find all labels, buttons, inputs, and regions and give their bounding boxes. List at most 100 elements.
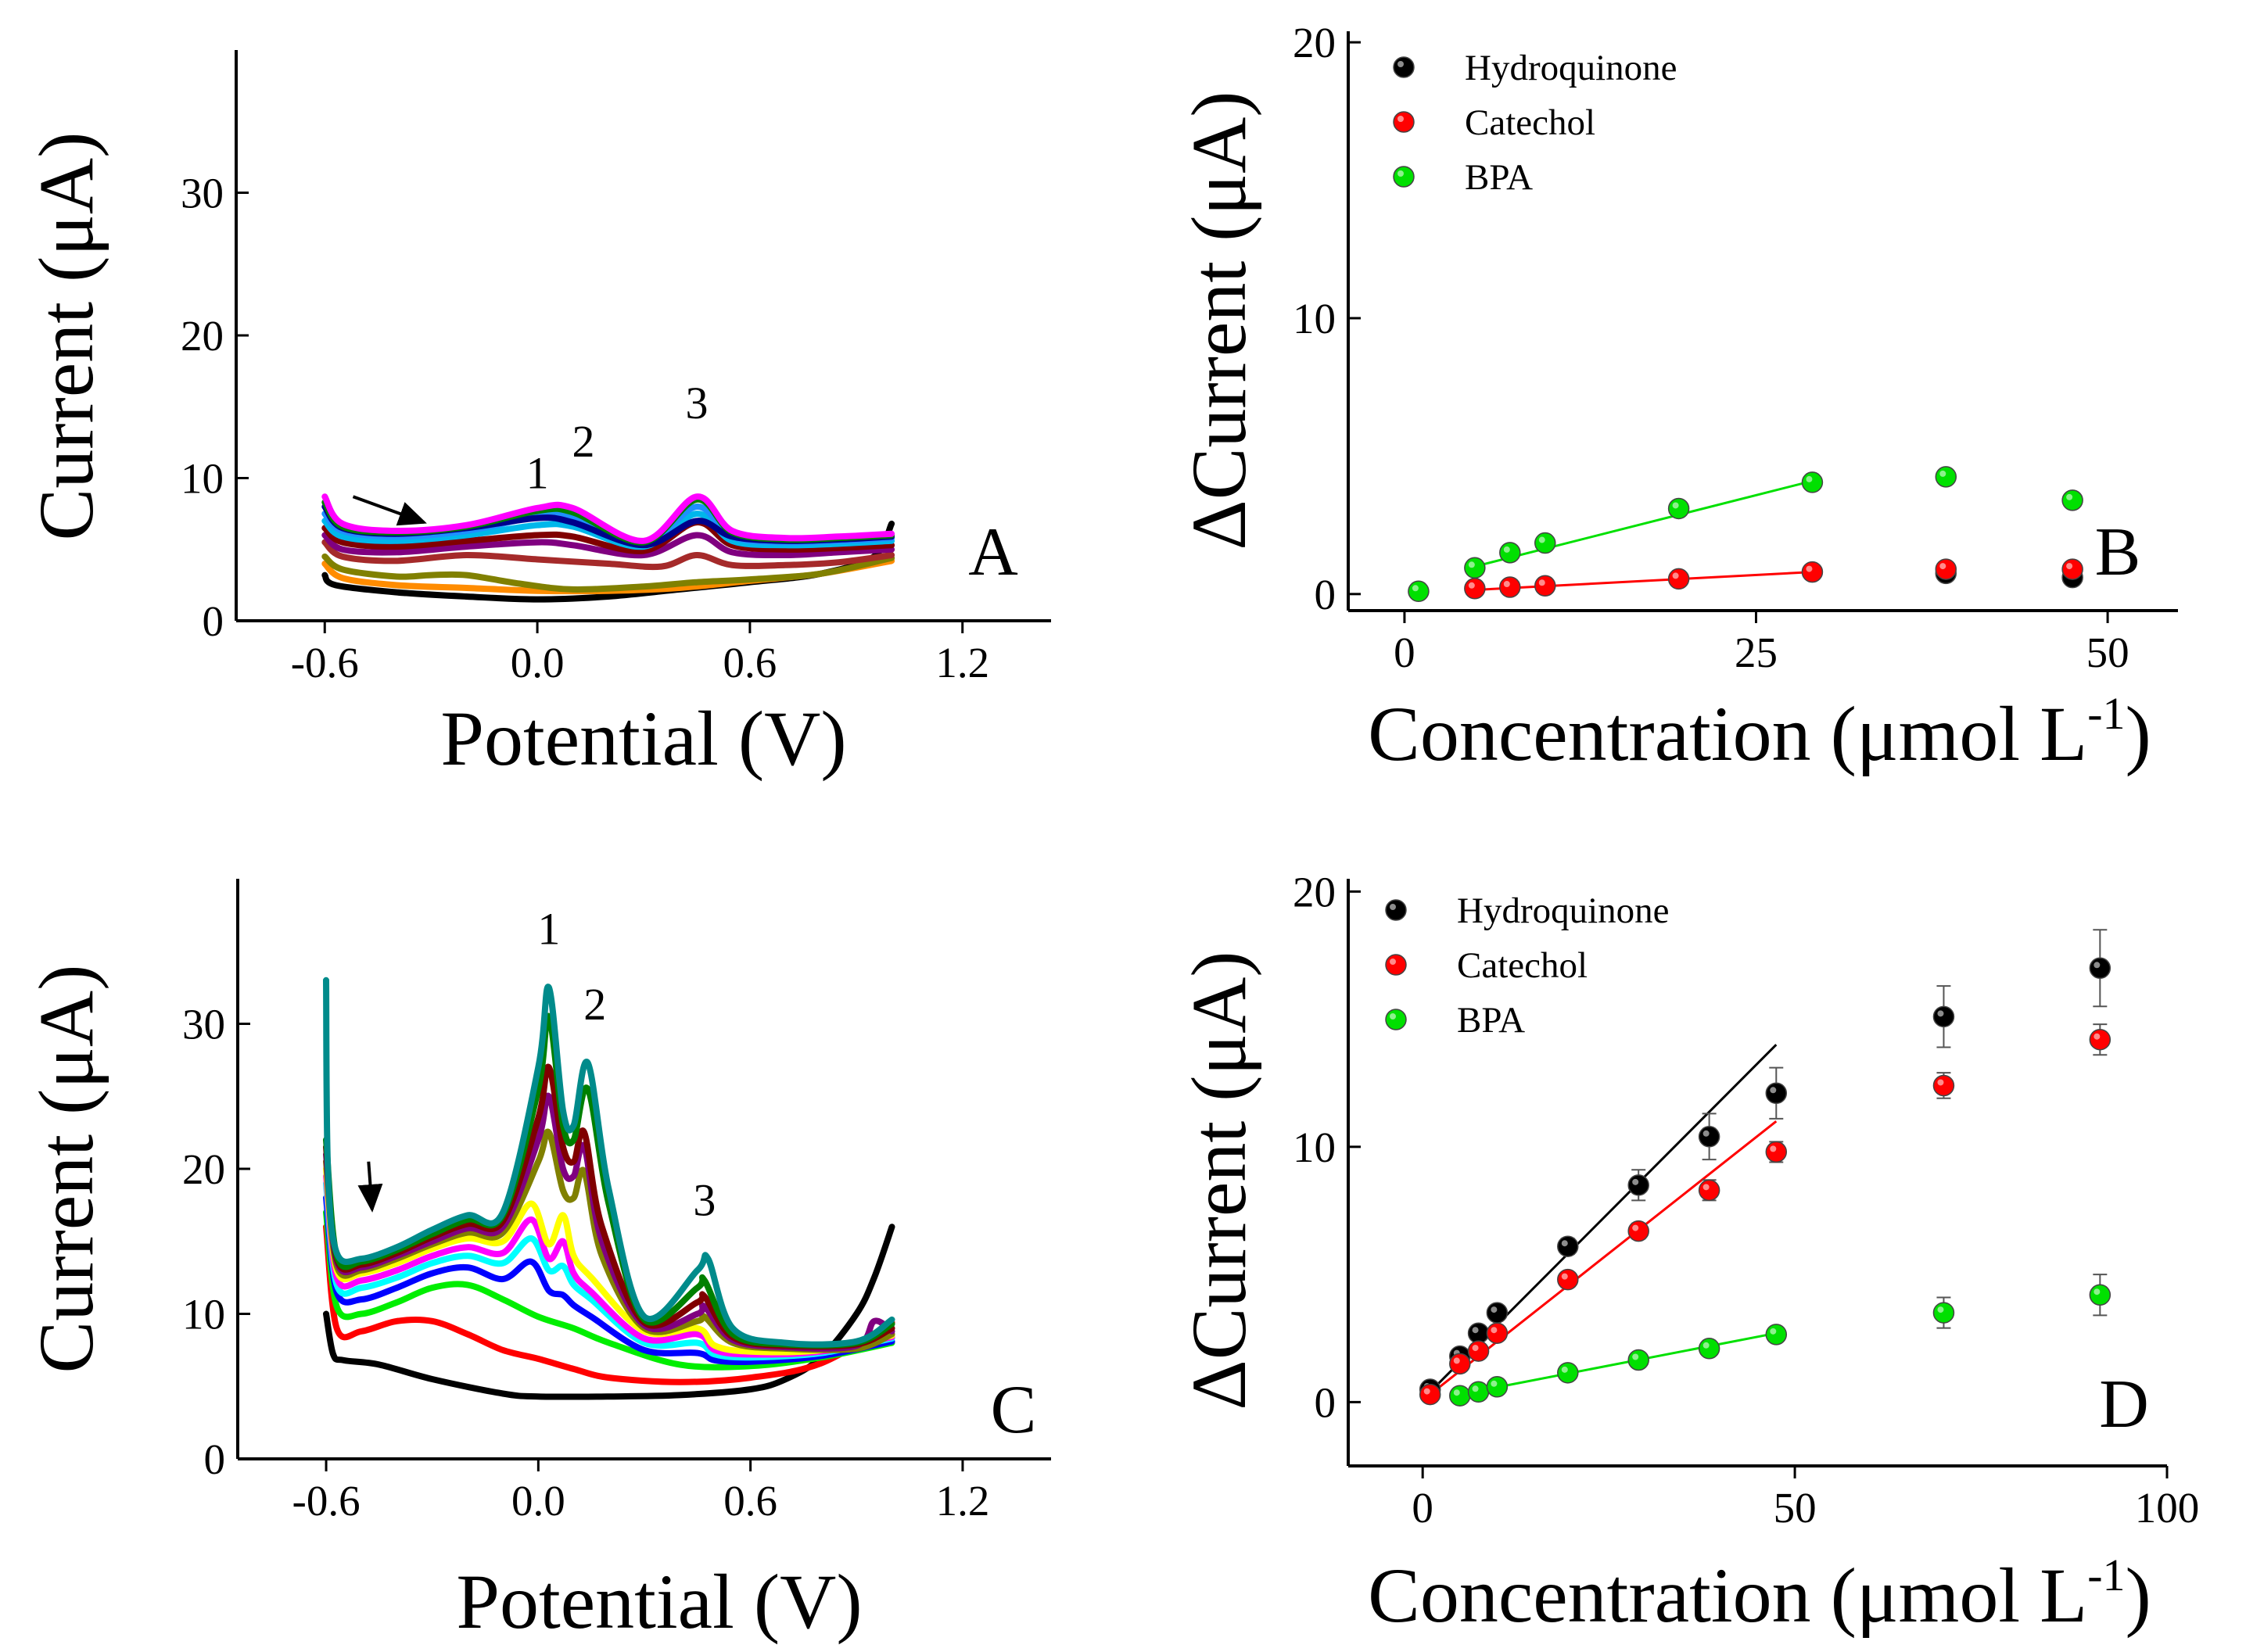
panel-b-x-label-sup: -1 — [2087, 688, 2125, 739]
panel-b-point-highlight — [1538, 536, 1545, 543]
panel-b-point-catechol — [1801, 561, 1824, 583]
panel-a-peak-label-2: 2 — [572, 416, 594, 467]
panel-b-point-highlight — [2066, 493, 2073, 500]
panel-b-legend-label-bpa: BPA — [1465, 157, 1533, 198]
panel-d-xtick-label: 100 — [2135, 1484, 2200, 1532]
panel-d-point-catechol — [1486, 1322, 1509, 1344]
panel-d-point-catechol — [1449, 1353, 1471, 1375]
panel-a-ytick-label: 10 — [181, 455, 224, 503]
panel-b-legend-marker-highlight — [1397, 116, 1404, 122]
panel-d-y-label: ΔCurrent (μA) — [1175, 951, 1262, 1410]
panel-c-curve-7 — [323, 1166, 895, 1356]
panel-a-curve-6 — [321, 519, 895, 554]
panel-d-point-highlight — [2094, 1033, 2101, 1040]
panel-d-x-label-main: Concentration (μmol L — [1368, 1552, 2087, 1639]
panel-b-ytick-label: 0 — [1315, 571, 1336, 618]
panel-a-xtick-label: -0.6 — [291, 639, 359, 686]
panel-b-point-highlight — [1806, 565, 1813, 572]
panel-d-point-bpa — [1765, 1324, 1788, 1346]
panel-d-point-highlight — [1472, 1385, 1479, 1392]
panel-a-arrow — [352, 495, 427, 526]
panel-d-point-highlight — [2094, 1288, 2101, 1295]
panel-d-point-highlight — [1423, 1388, 1430, 1395]
panel-a-ytick-label: 0 — [203, 597, 224, 645]
panel-d-point-bpa — [1557, 1362, 1579, 1384]
panel-d-point-bpa — [1627, 1349, 1649, 1371]
panel-d-ytick-label: 10 — [1293, 1123, 1336, 1171]
panel-c-curve-5 — [323, 1180, 895, 1361]
panel-d-point-catechol — [1557, 1268, 1579, 1291]
panel-d-point-highlight — [1491, 1327, 1498, 1334]
panel-d-legend-marker-catechol — [1385, 954, 1407, 976]
panel-d-point-bpa — [1467, 1381, 1490, 1403]
panel-c-xtick-label: 1.2 — [936, 1477, 990, 1525]
panel-a-x-label: Potential (V) — [440, 695, 846, 782]
panel-b-point-catechol — [1935, 558, 1957, 580]
panel-b-point-highlight — [1672, 502, 1679, 509]
panel-d-legend-marker-highlight — [1390, 959, 1396, 965]
panel-a-curve-4 — [321, 539, 895, 571]
panel-d-letter: D — [2099, 1367, 2149, 1442]
panel-d-point-highlight — [2094, 962, 2101, 969]
panel-d-point-highlight — [1770, 1087, 1777, 1094]
panel-d-legend-marker-hydroquinone — [1385, 899, 1407, 921]
panel-b-point-catechol — [1499, 576, 1521, 598]
panel-d-point-catechol — [1467, 1340, 1490, 1362]
panel-b-ytick-label: 10 — [1293, 295, 1336, 342]
panel-d-legend-label-hydroquinone: Hydroquinone — [1457, 891, 1670, 931]
panel-b-xtick-label: 25 — [1735, 629, 1778, 676]
panel-b-point-highlight — [1939, 563, 1946, 570]
panel-b-point-bpa — [2061, 489, 2083, 511]
panel-b-point-catechol — [2061, 558, 2083, 580]
panel-c-xtick-label: 0.0 — [511, 1477, 565, 1525]
panel-d-point-highlight — [1702, 1342, 1710, 1349]
panel-d-point-highlight — [1937, 1079, 1944, 1086]
panel-b-point-bpa — [1534, 532, 1556, 554]
panel-a-xtick-label: 0.6 — [723, 639, 777, 686]
panel-a-ytick-label: 20 — [181, 312, 224, 360]
panel-b-point-highlight — [1672, 572, 1679, 579]
panel-b-point-bpa — [1667, 497, 1690, 520]
panel-b-fit-line-catechol — [1474, 571, 1813, 592]
panel-c-curve-4 — [323, 1195, 895, 1366]
panel-b-point-highlight — [1806, 475, 1813, 482]
panel-a-curve-3 — [321, 553, 895, 593]
panel-b-point-catechol — [1464, 578, 1486, 600]
panel-d-point-highlight — [1453, 1389, 1460, 1396]
panel-b-point-catechol — [1667, 568, 1690, 590]
panel-b-point-bpa — [1408, 580, 1430, 603]
panel-d-ytick-label: 20 — [1293, 868, 1336, 916]
panel-a-peak-label-1: 1 — [526, 447, 549, 498]
panel-d-point-hydroquinone — [1486, 1302, 1509, 1324]
panel-b-fit-line-bpa — [1474, 479, 1813, 568]
panel-d-point-highlight — [1702, 1130, 1710, 1137]
panel-d-point-bpa — [1486, 1376, 1509, 1398]
panel-d-x-label-sup: -1 — [2087, 1550, 2125, 1600]
panel-b-y-label: ΔCurrent (μA) — [1175, 91, 1262, 550]
panel-c-x-label: Potential (V) — [456, 1558, 862, 1645]
panel-b-point-highlight — [2066, 563, 2073, 570]
panel-d-point-bpa — [1698, 1338, 1720, 1360]
panel-b-point-highlight — [1468, 582, 1475, 589]
panel-a-xtick-label: 0.0 — [511, 639, 565, 686]
panel-a-y-label: Current (μA) — [23, 132, 109, 541]
panel-a-curve-5 — [321, 532, 895, 559]
panel-d-point-hydroquinone — [1765, 1082, 1788, 1105]
panel-d-point-bpa — [1932, 1302, 1955, 1324]
panel-d-point-highlight — [1632, 1353, 1639, 1360]
panel-d-xtick-label: 50 — [1774, 1484, 1817, 1532]
panel-d-point-catechol — [1698, 1179, 1720, 1202]
panel-c-curve-12 — [323, 977, 895, 1348]
panel-c-peak-label-3: 3 — [693, 1174, 716, 1225]
panel-b-letter: B — [2095, 514, 2141, 590]
panel-c-xtick-label: -0.6 — [292, 1477, 361, 1525]
panel-d-x-label-close: ) — [2126, 1552, 2151, 1639]
panel-d: 0 10 20 0 50 100 Hydroquinone Catechol BPA Con… — [1175, 868, 2199, 1639]
panel-d-fit-line-bpa — [1459, 1331, 1777, 1396]
panel-b-legend-marker-highlight — [1397, 170, 1404, 177]
panel-a-letter: A — [968, 514, 1018, 590]
panel-a-xtick-label: 1.2 — [935, 639, 989, 686]
panel-b-point-highlight — [1538, 579, 1545, 586]
panel-d-point-highlight — [1770, 1328, 1777, 1335]
panel-d-point-hydroquinone — [2089, 957, 2111, 980]
